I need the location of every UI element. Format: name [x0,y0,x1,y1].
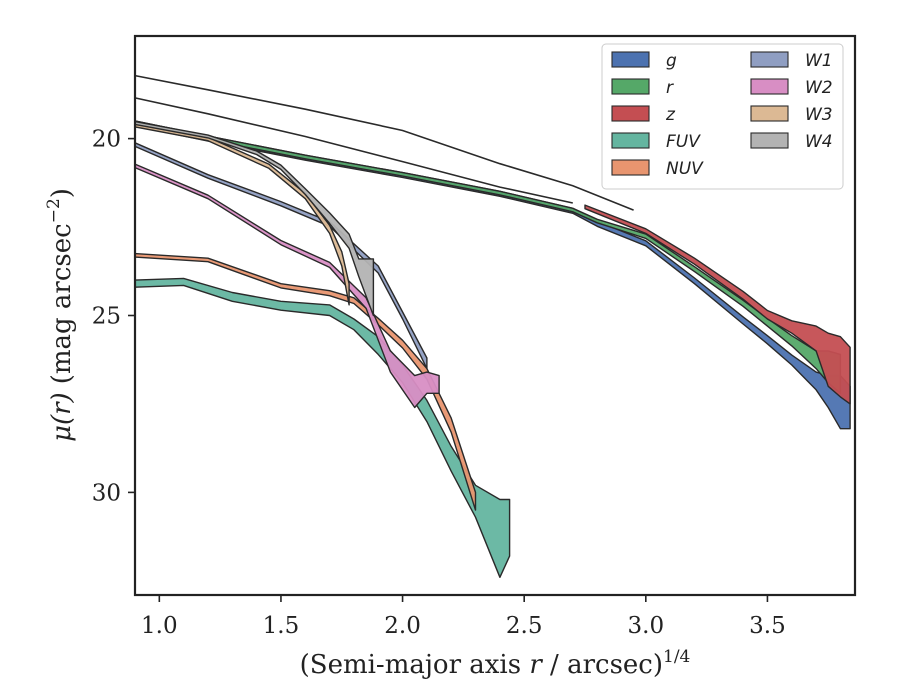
legend-swatch-w4 [750,132,789,149]
profile-outline-curve-2 [134,97,573,204]
x-tick-label: 1.5 [263,613,300,639]
legend: grz FUV NUV W1 W2 W3 W4 [601,43,844,190]
legend-swatch-fuv [611,132,650,149]
x-axis-label-prefix: (Semi-major axis [300,650,530,680]
x-axis-ticks: 1.0 1.5 2.0 2.5 3.0 3.5 [141,595,786,639]
x-tick-label: 3.0 [628,613,665,639]
x-tick-label: 3.5 [749,613,786,639]
x-tick-label: 2.0 [384,613,421,639]
legend-swatch-z [611,105,650,122]
y-axis-label-mu: μ(r) [47,392,77,442]
x-axis-label-suffix: / arcsec) [542,650,663,680]
x-tick-label: 2.5 [506,613,543,639]
y-axis-label-close: ) [47,188,77,198]
legend-label-w4: W4 [805,132,833,152]
y-tick-label: 25 [92,304,121,330]
y-axis-ticks: 20 25 30 [92,127,135,506]
band-profile-z [584,204,851,405]
legend-swatch-nuv [611,159,650,176]
profile-outline-curves [134,74,634,211]
band-profile-w3 [134,122,350,306]
legend-label-z: z [665,105,676,125]
legend-swatch-g [611,51,650,68]
band-profile-w1 [134,142,428,370]
y-tick-label: 30 [92,480,121,506]
profile-outline-curve-1 [134,74,634,211]
x-axis-label-exponent: 1/4 [663,647,690,667]
legend-swatch-w1 [750,51,789,68]
legend-swatch-w2 [750,78,789,95]
x-axis-label: (Semi-major axis r / arcsec)1/4 [300,647,691,680]
legend-label-nuv: NUV [666,159,704,179]
legend-label-r: r [666,78,674,98]
y-tick-label: 20 [92,127,121,153]
legend-swatch-r [611,78,650,95]
legend-label-fuv: FUV [666,132,701,152]
x-axis-label-var: r [529,650,543,680]
legend-swatch-w3 [750,105,789,122]
band-profile-fuv [134,277,511,578]
legend-label-w3: W3 [805,105,833,125]
legend-label-g: g [666,51,677,71]
legend-label-w2: W2 [805,78,833,98]
band-profile-w4 [134,120,375,317]
y-axis-label-exponent: −2 [44,198,64,223]
band-profile-nuv [134,252,477,511]
band-profiles [134,120,851,578]
y-axis-label-unit: (mag arcsec [47,223,77,384]
x-tick-label: 1.0 [141,613,178,639]
band-profile-w2 [134,163,440,409]
y-axis-label: μ(r) (mag arcsec−2) [44,188,77,442]
legend-label-w1: W1 [805,51,833,71]
